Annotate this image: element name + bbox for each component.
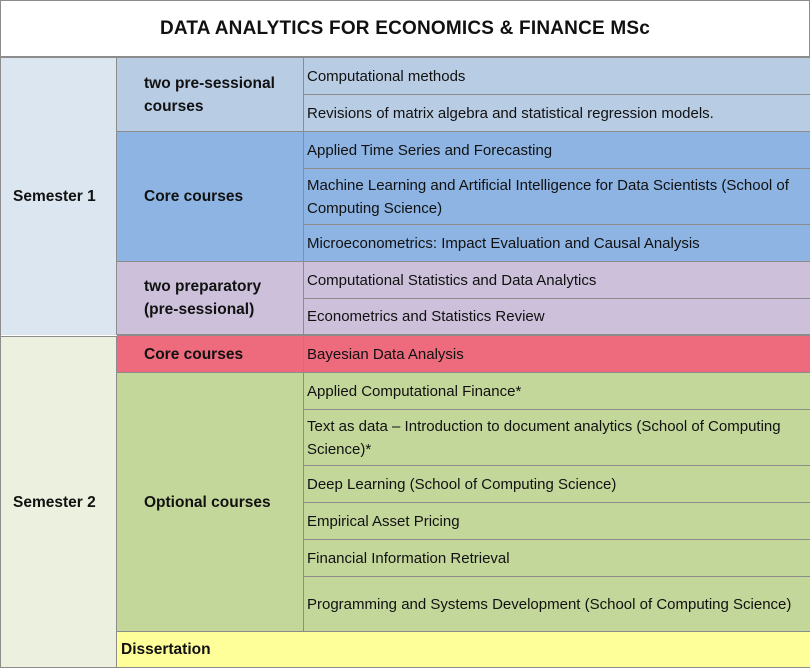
course-label: Deep Learning (School of Computing Scien… — [307, 475, 617, 493]
course-label: Computational Statistics and Data Analyt… — [307, 271, 597, 289]
course-row: Applied Time Series and Forecasting — [304, 132, 810, 169]
course-row: Financial Information Retrieval — [304, 540, 810, 577]
course-row: Computational Statistics and Data Analyt… — [304, 262, 810, 299]
course-row: Bayesian Data Analysis — [304, 336, 810, 373]
course-label: Econometrics and Statistics Review — [307, 308, 545, 325]
group-core-label: Core courses — [144, 188, 244, 205]
course-row: Programming and Systems Development (Sch… — [304, 577, 810, 632]
course-row: Econometrics and Statistics Review — [304, 299, 810, 336]
course-label: Financial Information Retrieval — [307, 549, 510, 567]
course-label: Applied Computational Finance* — [307, 382, 522, 400]
course-label: Bayesian Data Analysis — [307, 345, 464, 363]
group-optional: Optional courses — [117, 373, 304, 632]
group-core-semester-2: Core courses — [117, 336, 304, 373]
course-row: Microeconometrics: Impact Evaluation and… — [304, 225, 810, 262]
course-label: Computational methods — [307, 67, 466, 85]
dissertation-label: Dissertation — [121, 641, 211, 658]
course-label: Applied Time Series and Forecasting — [307, 141, 553, 159]
group-core-semester-1: Core courses — [117, 132, 304, 262]
course-row: Applied Computational Finance* — [304, 373, 810, 410]
dissertation-row: Dissertation — [117, 632, 810, 667]
table-title: DATA ANALYTICS FOR ECONOMICS & FINANCE M… — [1, 1, 809, 58]
course-label: Empirical Asset Pricing — [307, 512, 460, 530]
semester-2-label: Semester 2 — [1, 336, 117, 667]
course-label: Microeconometrics: Impact Evaluation and… — [307, 234, 700, 252]
group-core-label: Core courses — [144, 345, 244, 363]
course-row: Text as data – Introduction to document … — [304, 410, 810, 466]
course-label: Programming and Systems Development (Sch… — [307, 595, 792, 613]
course-row: Computational methods — [304, 58, 810, 95]
course-row: Empirical Asset Pricing — [304, 503, 810, 540]
course-label: Machine Learning and Artificial Intellig… — [307, 176, 789, 217]
group-preparatory: two preparatory (pre-sessional) — [117, 262, 304, 336]
group-pre-sessional: two pre-sessional courses — [117, 58, 304, 132]
course-row: Revisions of matrix algebra and statisti… — [304, 95, 810, 132]
group-preparatory-label: two preparatory (pre-sessional) — [144, 278, 262, 318]
group-optional-label: Optional courses — [144, 493, 271, 511]
course-label: Text as data – Introduction to document … — [307, 417, 781, 458]
course-row: Machine Learning and Artificial Intellig… — [304, 169, 810, 225]
course-label: Revisions of matrix algebra and statisti… — [307, 104, 714, 122]
group-pre-sessional-label: two pre-sessional courses — [144, 74, 275, 115]
semester-1-label: Semester 1 — [1, 58, 117, 335]
course-row: Deep Learning (School of Computing Scien… — [304, 466, 810, 503]
